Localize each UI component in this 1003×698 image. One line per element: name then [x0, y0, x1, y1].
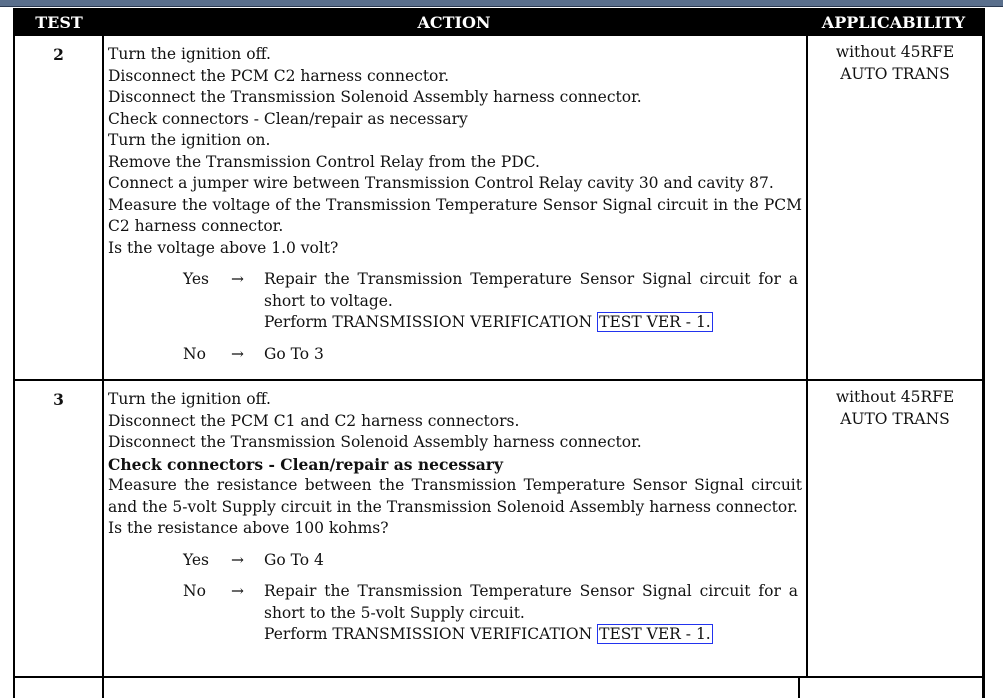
step: Disconnect the PCM C2 harness connector.: [108, 66, 450, 85]
no-text: Repair the Transmission Temperature Sens…: [264, 582, 798, 622]
applicability-cell: without 45RFE AUTO TRANS: [808, 36, 982, 379]
action-cell: Turn the ignition off. Disconnect the PC…: [104, 381, 808, 676]
yes-text: Go To 4: [264, 550, 324, 569]
no-text: Go To 3: [264, 344, 324, 363]
applicability-line: without 45RFE: [835, 43, 955, 61]
perform-text: Perform TRANSMISSION VERIFICATION: [264, 313, 593, 331]
table-row-test-3: 3 Turn the ignition off. Disconnect the …: [15, 381, 982, 678]
step: Turn the ignition off.: [108, 45, 271, 63]
arrow-icon: →: [231, 550, 244, 569]
header-applicability: APPLICABILITY: [821, 12, 966, 32]
step: Check connectors - Clean/repair as neces…: [108, 454, 503, 474]
step: Measure the voltage of the Transmission …: [108, 195, 802, 236]
yes-label: Yes: [183, 270, 210, 288]
step: Check connectors - Clean/repair as neces…: [108, 109, 468, 128]
no-label: No: [183, 344, 206, 363]
step: Disconnect the PCM C1 and C2 harness con…: [108, 411, 520, 430]
action-cell: Turn the ignition off. Disconnect the PC…: [104, 36, 808, 379]
no-result: No → Go To 3: [183, 344, 802, 366]
step: Turn the ignition on.: [108, 131, 271, 149]
header-action: ACTION: [417, 12, 491, 32]
table-row-next: [15, 678, 982, 698]
no-result: No → Repair the Transmission Temperature…: [183, 581, 802, 646]
applicability-line: without 45RFE: [835, 388, 955, 406]
arrow-icon: →: [231, 582, 244, 600]
no-label: No: [183, 582, 206, 600]
test-number: 2: [15, 36, 104, 379]
step: Measure the resistance between the Trans…: [108, 476, 802, 516]
applicability-line: AUTO TRANS: [840, 409, 950, 428]
table-header: TEST ACTION APPLICABILITY: [15, 8, 982, 36]
step: Remove the Transmission Control Relay fr…: [108, 152, 540, 171]
applicability-line: AUTO TRANS: [840, 64, 950, 83]
yes-text: Repair the Transmission Temperature Sens…: [264, 270, 798, 310]
perform-text: Perform TRANSMISSION VERIFICATION: [264, 625, 593, 643]
step: Is the voltage above 1.0 volt?: [108, 238, 339, 257]
step: Connect a jumper wire between Transmissi…: [108, 174, 774, 192]
applicability-cell: without 45RFE AUTO TRANS: [808, 381, 982, 676]
diagnostic-table: TEST ACTION APPLICABILITY 2 Turn the ign…: [13, 8, 985, 698]
arrow-icon: →: [231, 344, 244, 363]
yes-result: Yes → Go To 4: [183, 550, 802, 572]
table-row-test-2: 2 Turn the ignition off. Disconnect the …: [15, 36, 982, 381]
test-ver-link[interactable]: TEST VER - 1.: [597, 312, 713, 332]
arrow-icon: →: [231, 270, 244, 288]
yes-label: Yes: [183, 550, 210, 569]
step: Turn the ignition off.: [108, 390, 271, 408]
header-test: TEST: [35, 12, 83, 32]
test-ver-link[interactable]: TEST VER - 1.: [597, 624, 713, 644]
step: Is the resistance above 100 kohms?: [108, 519, 389, 537]
window-top-bar: [0, 0, 1003, 7]
step: Disconnect the Transmission Solenoid Ass…: [108, 433, 642, 451]
test-number: 3: [15, 381, 104, 676]
step: Disconnect the Transmission Solenoid Ass…: [108, 88, 642, 106]
yes-result: Yes → Repair the Transmission Temperatur…: [183, 269, 802, 334]
